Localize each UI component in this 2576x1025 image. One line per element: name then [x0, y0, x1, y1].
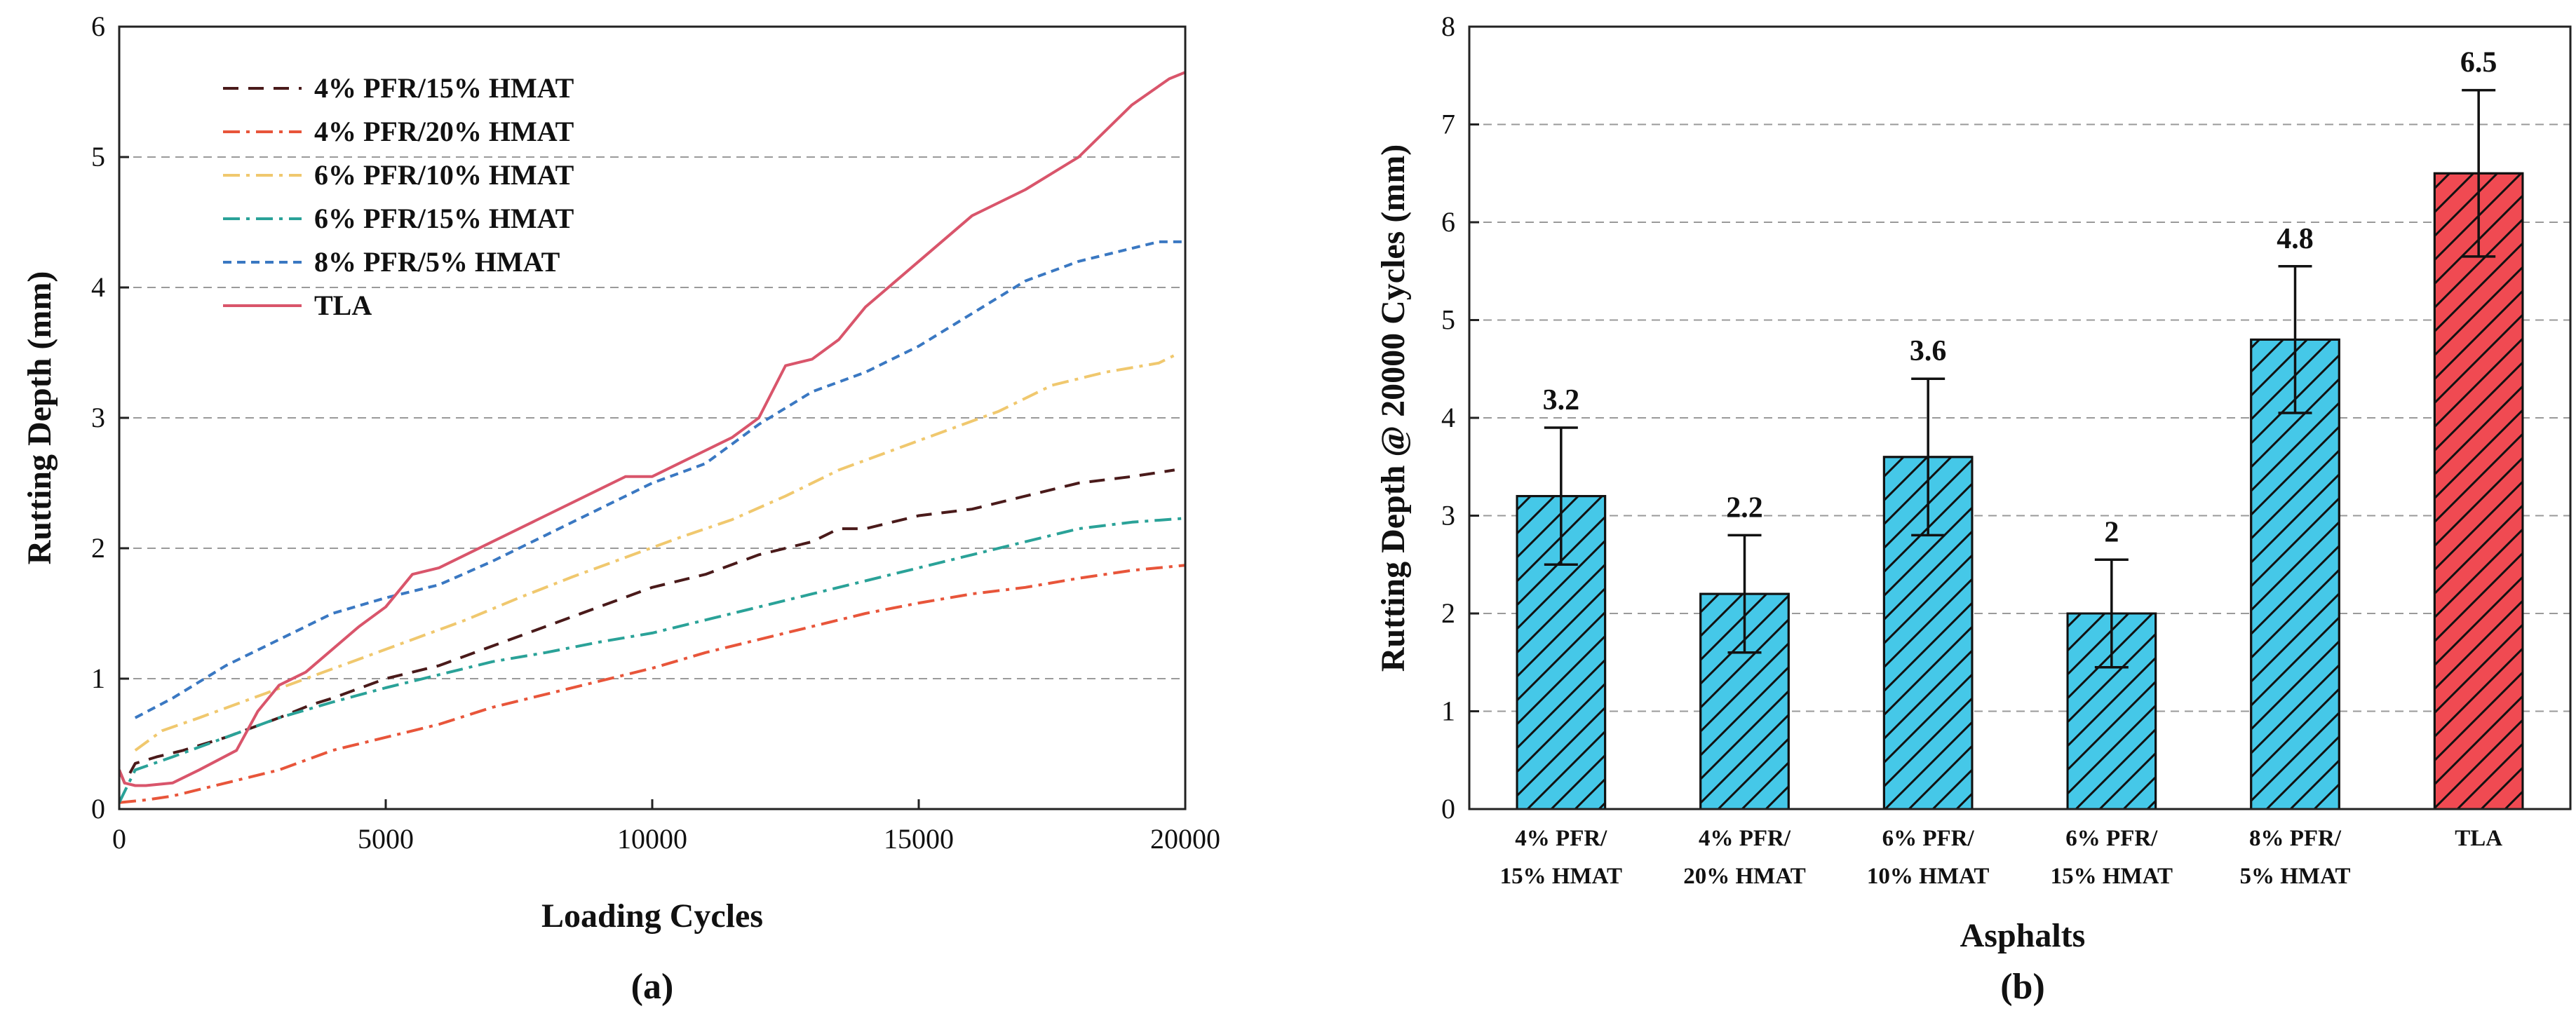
- chart-b-category-label: 20% HMAT: [1683, 864, 1805, 889]
- chart-b-category-label: 15% HMAT: [2051, 864, 2173, 889]
- chart-a-y-tick-label: 1: [91, 663, 105, 694]
- chart-a-legend-label: 8% PFR/5% HMAT: [314, 246, 560, 278]
- chart-a-x-tick-label: 0: [112, 823, 126, 855]
- chart-b-y-tick-label: 4: [1441, 402, 1455, 433]
- chart-a-series-line: [134, 240, 1185, 719]
- chart-b-category-label: TLA: [2455, 826, 2502, 851]
- chart-a-x-axis-title: Loading Cycles: [541, 897, 763, 935]
- chart-b-value-label: 3.2: [1543, 384, 1580, 416]
- chart-a-series-line: [119, 517, 1185, 803]
- chart-a-x-ticks: 0 5000 10000 15000 20000: [112, 799, 1220, 855]
- chart-b-category-label: 6% PFR/: [1882, 826, 1975, 851]
- chart-b-y-tick-label: 6: [1441, 206, 1455, 238]
- chart-b-bar-hatch: [2433, 172, 2524, 810]
- chart-b-value-label: 2.2: [1726, 491, 1763, 524]
- chart-b-category-label: 8% PFR/: [2249, 826, 2342, 851]
- chart-b-value-label: 2: [2104, 516, 2119, 548]
- chart-b-bars: [1516, 172, 2524, 810]
- chart-b-y-tick-label: 7: [1441, 109, 1455, 140]
- chart-b-x-axis-title: Asphalts: [1960, 917, 2086, 954]
- chart-b-value-label: 6.5: [2460, 47, 2497, 79]
- chart-a-legend-label: TLA: [314, 290, 372, 321]
- chart-a-y-tick-label: 2: [91, 532, 105, 564]
- chart-a-x-tick-label: 15000: [884, 823, 954, 855]
- chart-b-y-tick-label: 8: [1441, 11, 1455, 42]
- chart-b-category-label: 4% PFR/: [1515, 826, 1607, 851]
- chart-b-category-label: 10% HMAT: [1867, 864, 1989, 889]
- chart-b-value-label: 4.8: [2277, 223, 2314, 255]
- chart-a-y-axis-title: Rutting Depth (mm): [21, 271, 58, 565]
- chart-a: 0 5000 10000 15000 20000 0 1 2 3 4 5 6 4% PFR/15% …: [21, 11, 1220, 1007]
- chart-a-legend-label: 4% PFR/20% HMAT: [314, 116, 574, 147]
- chart-a-y-tick-label: 4: [91, 271, 105, 303]
- chart-a-x-tick-label: 20000: [1150, 823, 1220, 855]
- chart-a-panel-label: (a): [631, 967, 674, 1007]
- chart-b-category-label: 6% PFR/: [2065, 826, 2158, 851]
- chart-a-series-line: [134, 353, 1175, 752]
- chart-a-y-ticks: 0 1 2 3 4 5 6: [91, 11, 129, 824]
- chart-a-series-line: [119, 468, 1175, 785]
- chart-a-y-tick-label: 6: [91, 11, 105, 42]
- chart-a-legend-label: 4% PFR/15% HMAT: [314, 72, 574, 104]
- chart-a-series: [119, 71, 1185, 804]
- chart-a-legend: 4% PFR/15% HMAT 4% PFR/20% HMAT 6% PFR/10%…: [223, 72, 574, 321]
- chart-a-y-tick-label: 5: [91, 141, 105, 172]
- chart-a-x-tick-label: 10000: [617, 823, 687, 855]
- chart-a-y-tick-label: 0: [91, 793, 105, 824]
- chart-b-category-label: 5% HMAT: [2240, 864, 2351, 889]
- chart-b-y-tick-label: 3: [1441, 500, 1455, 531]
- chart-b-y-tick-label: 1: [1441, 695, 1455, 727]
- chart-b-value-label: 3.6: [1910, 335, 1947, 367]
- chart-b-y-tick-label: 2: [1441, 597, 1455, 629]
- chart-a-legend-label: 6% PFR/15% HMAT: [314, 203, 574, 234]
- chart-b-category-label: 4% PFR/: [1699, 826, 1791, 851]
- chart-a-y-tick-label: 3: [91, 402, 105, 433]
- chart-a-legend-label: 6% PFR/10% HMAT: [314, 159, 574, 191]
- chart-b-y-axis-title: Rutting Depth @ 20000 Cycles (mm): [1375, 144, 1412, 672]
- chart-b-error-bars: [1544, 88, 2496, 669]
- chart-a-series-line: [119, 564, 1185, 804]
- chart-b-y-tick-label: 5: [1441, 304, 1455, 336]
- chart-b-y-ticks: 0 1 2 3 4 5 6 7 8: [1441, 11, 1479, 824]
- chart-b: 3.2 2.2 3.6 2 4.8 6.5 0 1 2 3 4 5 6 7 8 4% PFR/15% HM…: [1375, 11, 2572, 1007]
- chart-b-value-labels: 3.2 2.2 3.6 2 4.8 6.5: [1543, 47, 2497, 549]
- chart-b-panel-label: (b): [2000, 967, 2045, 1007]
- chart-a-series-line: [119, 71, 1185, 787]
- chart-b-category-labels: 4% PFR/15% HMAT 4% PFR/20% HMAT 6% PFR/10%…: [1500, 826, 2503, 889]
- chart-b-category-label: 15% HMAT: [1500, 864, 1622, 889]
- chart-a-x-tick-label: 5000: [358, 823, 414, 855]
- chart-a-gridlines: [119, 156, 1185, 679]
- chart-b-y-tick-label: 0: [1441, 793, 1455, 824]
- chart-b-gridlines: [1469, 123, 2570, 712]
